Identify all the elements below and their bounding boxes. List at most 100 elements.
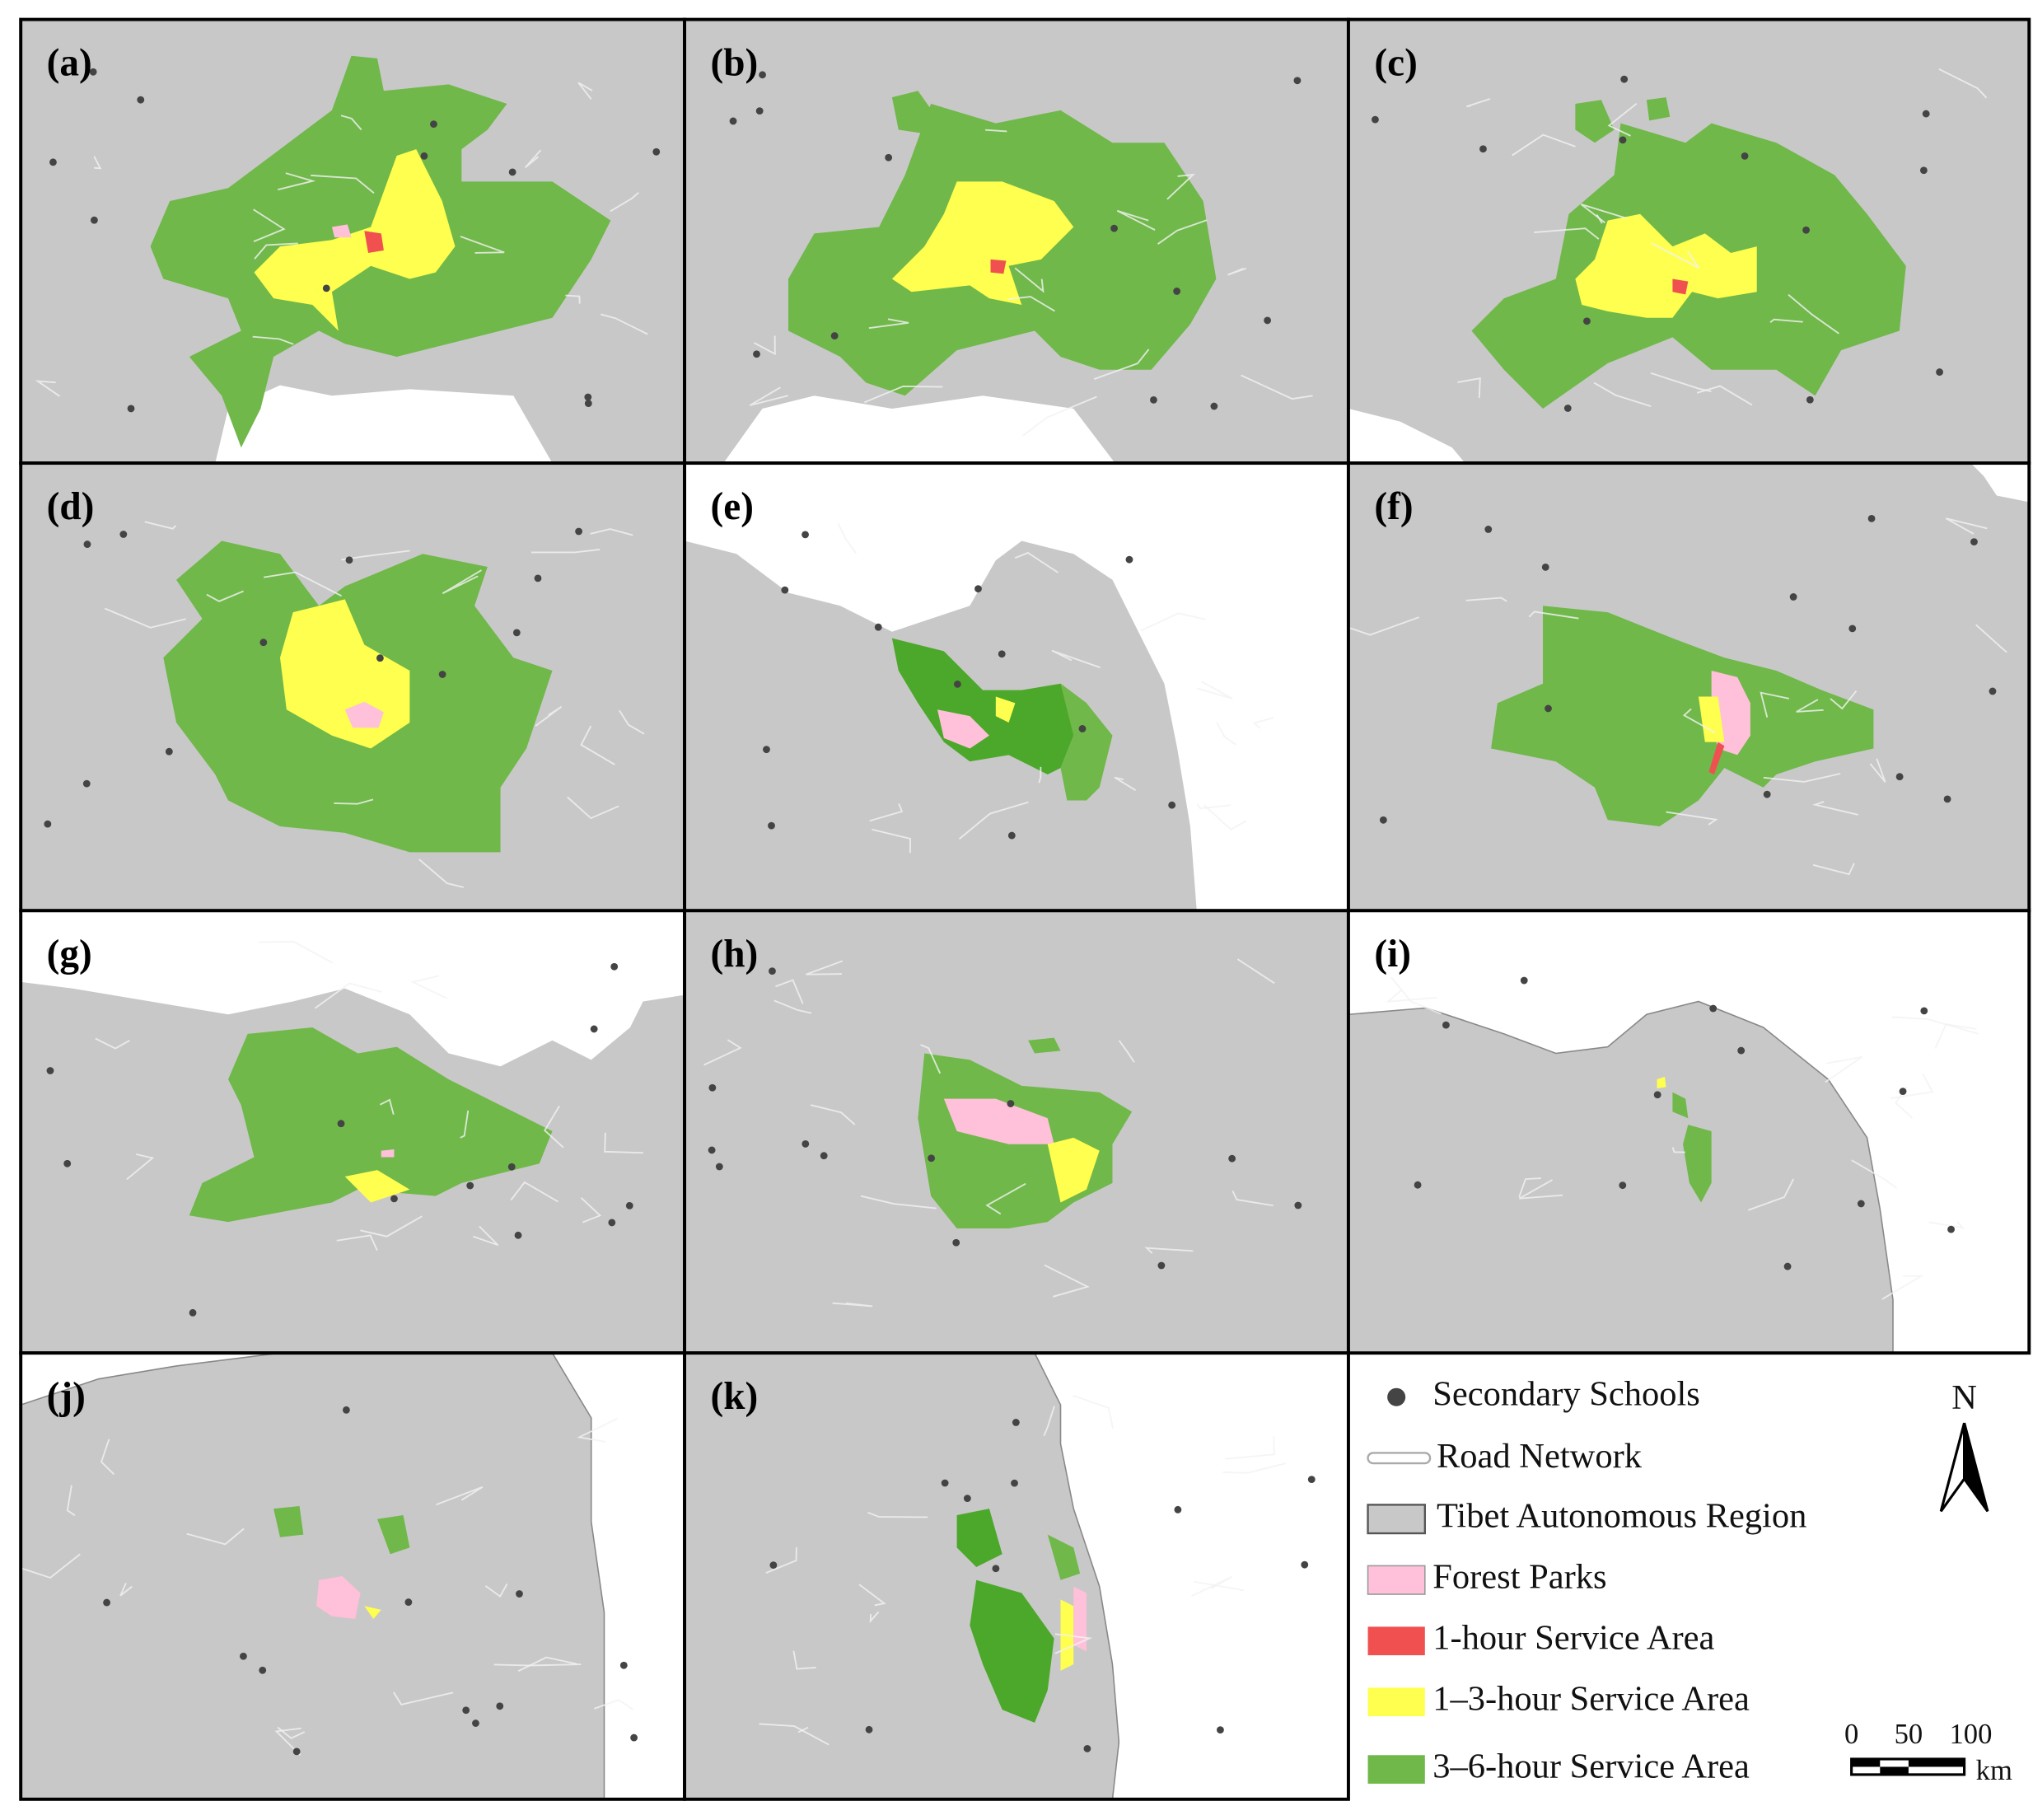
road <box>1512 133 1576 157</box>
panel-label: (k) <box>711 1375 759 1418</box>
school <box>584 393 592 401</box>
map-panel <box>1348 19 2030 464</box>
school <box>1479 145 1487 153</box>
road <box>590 528 633 536</box>
region <box>1348 1000 1894 1354</box>
school <box>507 1163 516 1171</box>
road <box>1830 690 1858 710</box>
road <box>1114 776 1137 791</box>
road <box>484 1583 508 1598</box>
school <box>508 168 516 176</box>
road <box>1671 1147 1685 1153</box>
school <box>952 1238 960 1247</box>
school <box>1012 1419 1020 1426</box>
map-panel <box>685 1353 1348 1799</box>
road <box>1938 68 1988 99</box>
school <box>1168 801 1176 809</box>
road <box>775 979 804 1004</box>
road <box>1196 803 1231 810</box>
road <box>920 1044 942 1074</box>
road <box>1763 773 1841 783</box>
map-panel <box>685 19 1348 464</box>
panel-label: (e) <box>711 485 754 528</box>
road <box>144 521 177 530</box>
legend-1h-symbol <box>1367 1626 1425 1656</box>
school <box>1484 526 1493 533</box>
school <box>1802 226 1810 234</box>
road <box>869 803 904 822</box>
road <box>1222 1462 1287 1474</box>
road <box>1007 296 1055 312</box>
service-3-6h <box>1491 606 1874 826</box>
road <box>1934 1023 1977 1049</box>
road <box>1869 758 1886 783</box>
road <box>544 1105 564 1149</box>
road <box>837 522 857 554</box>
school <box>1007 831 1016 840</box>
road <box>1769 318 1803 324</box>
legend-label: Forest Parks <box>1432 1557 1606 1596</box>
road <box>1518 1179 1563 1200</box>
school <box>240 1652 247 1660</box>
school <box>516 1590 523 1598</box>
school <box>1848 625 1857 633</box>
school <box>127 405 135 413</box>
road <box>336 1234 378 1252</box>
road <box>1747 1178 1795 1211</box>
school <box>1078 725 1087 732</box>
road <box>958 801 1029 840</box>
school <box>1737 1046 1746 1055</box>
service-3-6h <box>1047 1534 1081 1580</box>
school <box>1217 1726 1224 1734</box>
road <box>1216 722 1237 746</box>
road <box>254 242 298 260</box>
road <box>1116 209 1156 231</box>
road <box>259 940 334 964</box>
school <box>1307 1476 1316 1484</box>
road <box>95 1037 130 1050</box>
panel-label: (h) <box>711 933 759 976</box>
school <box>322 284 330 292</box>
service-3-6h <box>970 1579 1054 1723</box>
service-3-6h <box>1646 97 1671 121</box>
road <box>340 115 362 131</box>
road <box>604 1132 643 1154</box>
map-panel <box>21 19 685 464</box>
road <box>460 236 505 254</box>
school <box>998 650 1006 658</box>
road <box>460 1110 470 1139</box>
school <box>1920 1007 1928 1015</box>
road <box>1014 267 1045 293</box>
road <box>1580 204 1627 224</box>
school <box>763 746 770 754</box>
legend-label: 3–6-hour Service Area <box>1432 1747 1750 1785</box>
road <box>1811 801 1858 816</box>
school <box>753 350 760 358</box>
outside <box>723 395 1115 464</box>
road <box>765 1546 797 1574</box>
road <box>832 1302 873 1308</box>
road <box>806 960 844 976</box>
school <box>165 747 173 756</box>
road <box>1166 173 1196 200</box>
road <box>493 1663 582 1667</box>
road <box>1390 976 1442 1015</box>
road <box>1196 681 1233 699</box>
school <box>652 147 661 156</box>
school <box>610 962 619 971</box>
road <box>1528 611 1579 620</box>
school <box>1372 115 1379 124</box>
school <box>259 1666 267 1674</box>
school <box>953 680 961 688</box>
road <box>1203 804 1246 830</box>
school <box>337 1120 345 1128</box>
legend: Secondary Schools Road Network Tibet Aut… <box>1367 1374 2012 1786</box>
road <box>1157 219 1208 245</box>
road <box>21 1553 81 1579</box>
road <box>860 1195 937 1209</box>
road <box>1227 267 1247 276</box>
road <box>100 1439 115 1476</box>
road <box>1014 551 1059 573</box>
school <box>820 1152 828 1160</box>
